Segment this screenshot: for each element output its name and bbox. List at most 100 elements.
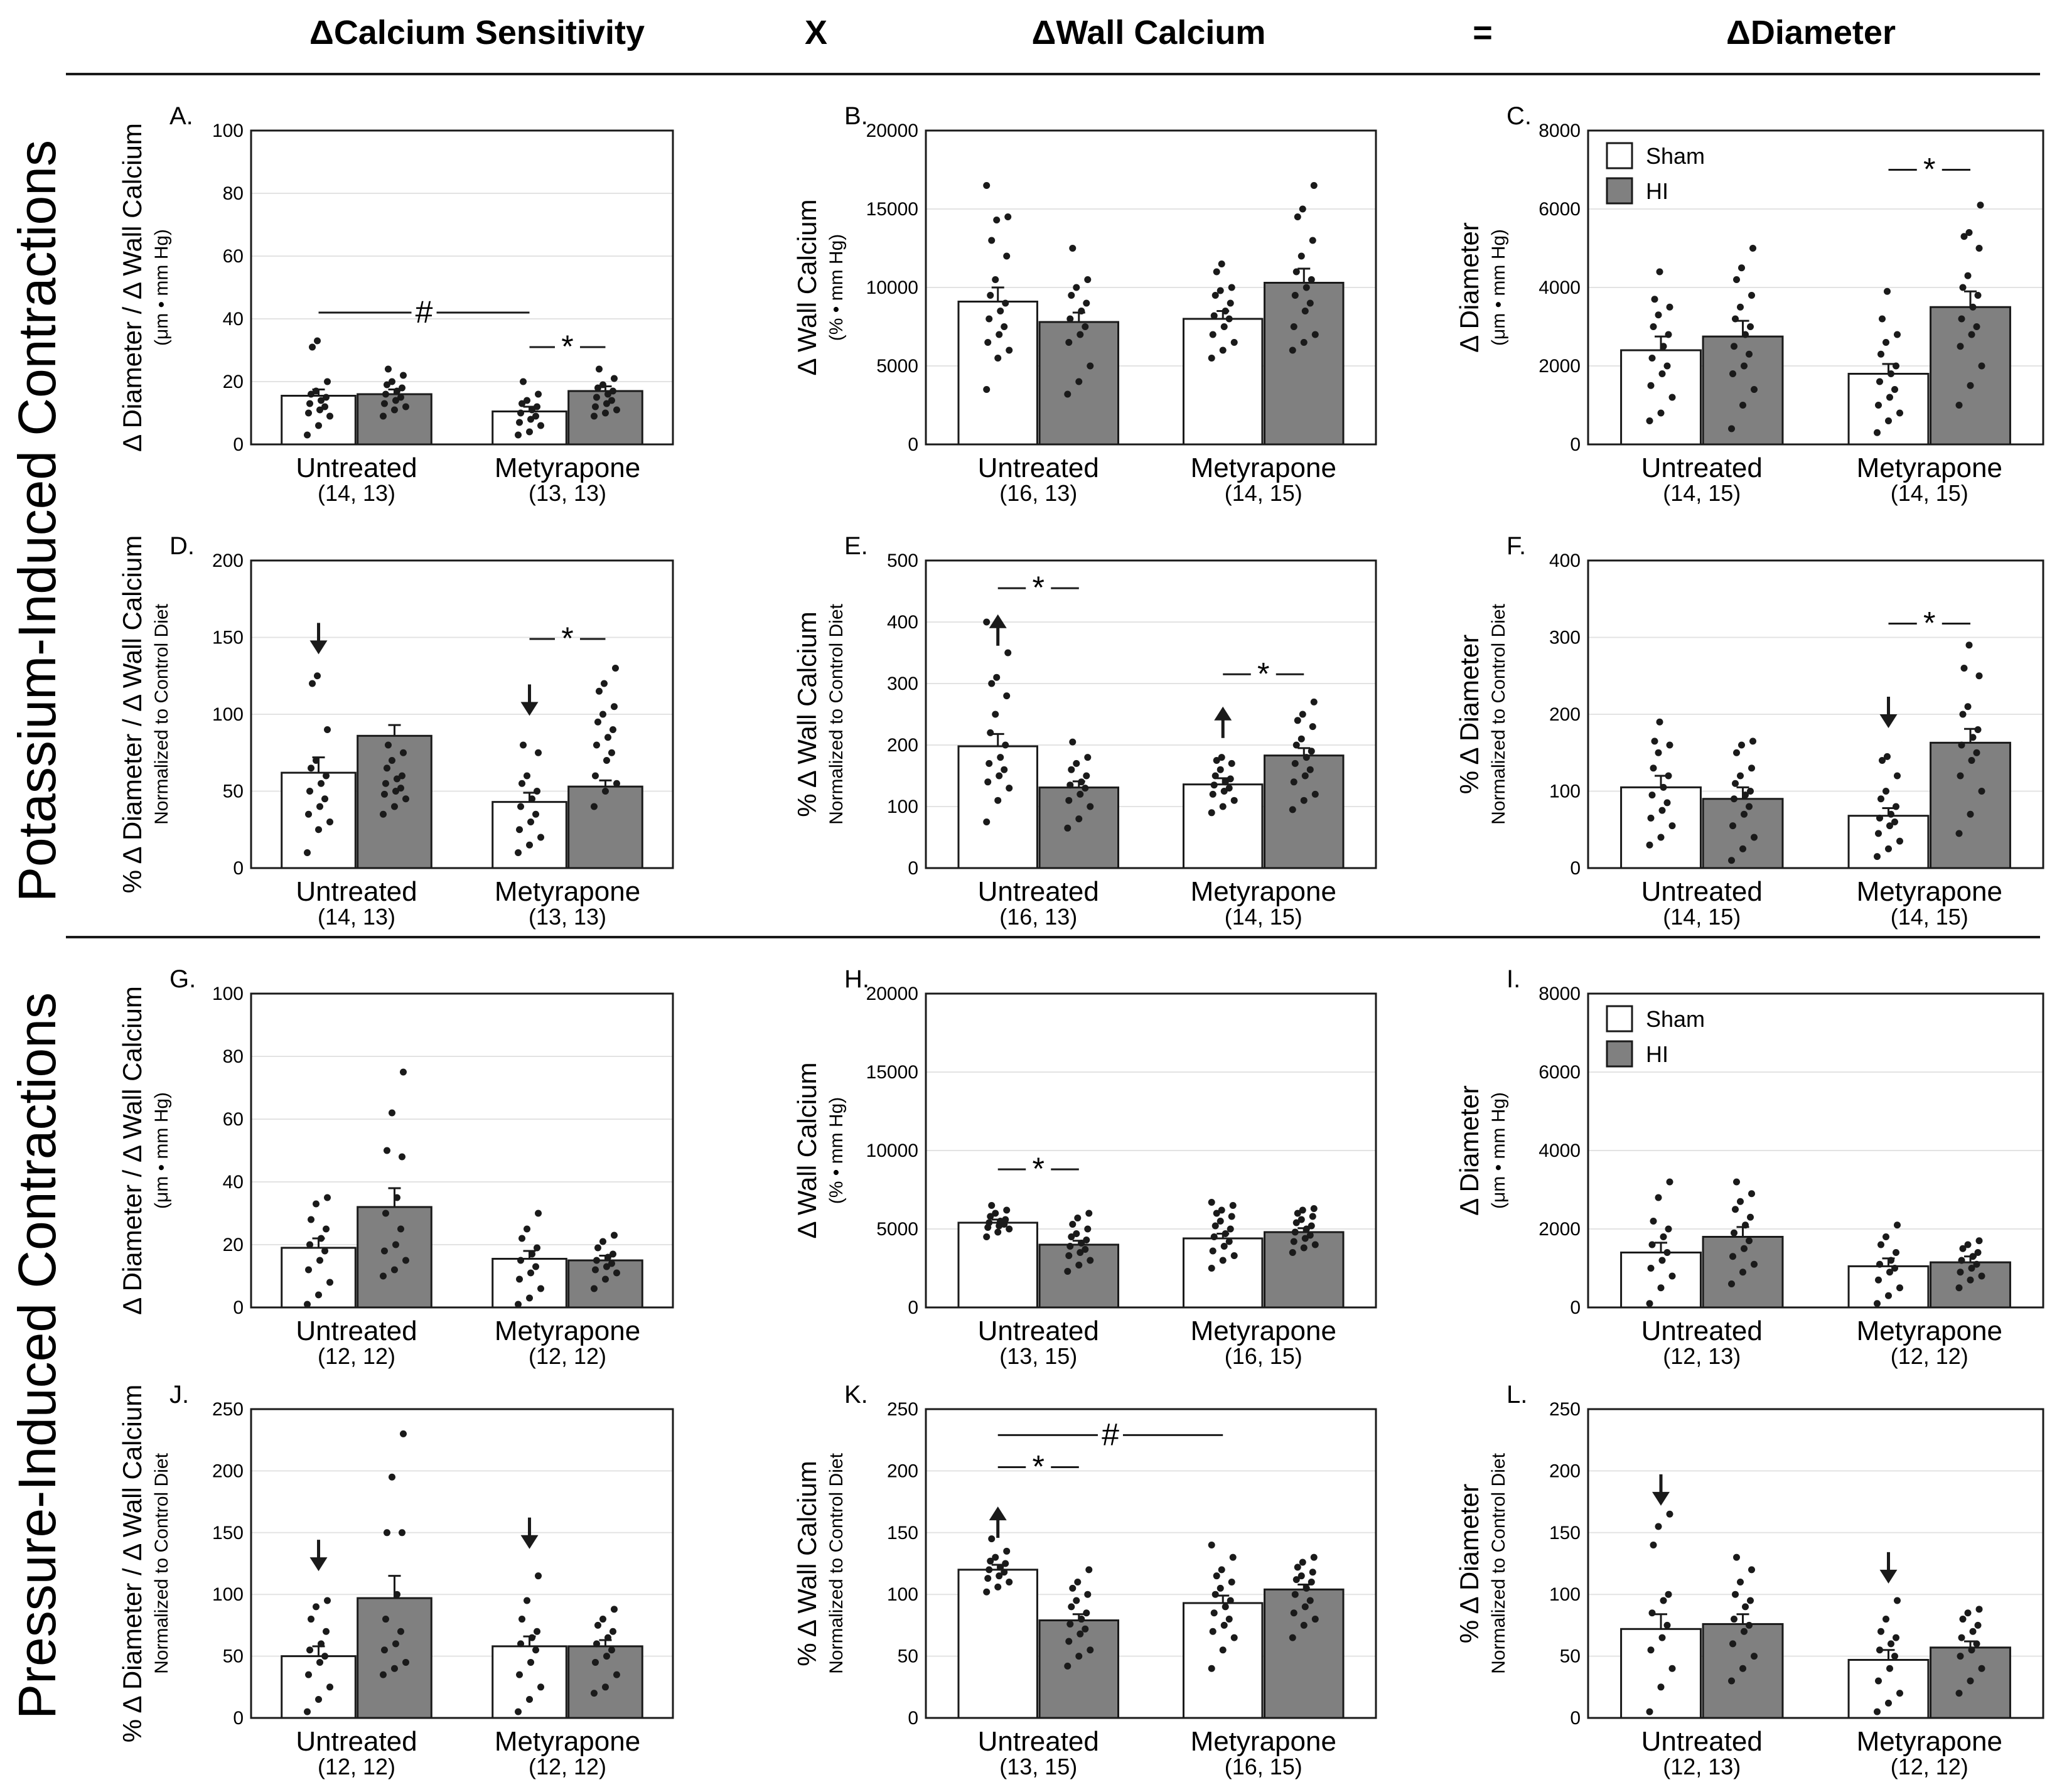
data-point [1227, 1597, 1234, 1604]
data-point [1311, 790, 1319, 798]
data-point [994, 797, 1002, 804]
data-point [397, 1225, 404, 1233]
data-point [529, 1250, 536, 1258]
data-point [308, 390, 315, 398]
data-point [1003, 1547, 1011, 1555]
y-tick-label: 200 [887, 1461, 918, 1481]
y-tick-label: 50 [898, 1646, 918, 1667]
data-point [1884, 287, 1891, 295]
bar-hi [1702, 335, 1784, 446]
n-count-label: (12, 12) [1891, 1343, 1968, 1369]
y-axis-sublabel: Normalized to Control Diet [826, 603, 847, 824]
data-point [1228, 1213, 1235, 1220]
y-tick-label: 20 [223, 372, 244, 392]
category-label: Untreated [296, 453, 417, 483]
row-label-pressure: Pressure-Induced Contractions [8, 992, 67, 1719]
data-point [1742, 1221, 1749, 1229]
data-point [1657, 1683, 1665, 1691]
data-point [595, 365, 603, 373]
category-label: Metyrapone [495, 453, 640, 483]
data-point [398, 1153, 405, 1161]
data-point [1227, 299, 1234, 307]
data-point [1069, 738, 1077, 746]
data-point [1073, 1230, 1080, 1237]
data-point [1894, 1597, 1901, 1604]
data-point [1886, 1665, 1893, 1672]
data-point [1209, 790, 1216, 798]
data-point [1660, 343, 1667, 350]
panel-label: F. [1506, 532, 1526, 560]
data-point [390, 803, 398, 810]
data-point [1746, 803, 1753, 810]
n-count-label: (12, 12) [529, 1754, 606, 1779]
data-point [996, 331, 1003, 338]
data-point [517, 1257, 525, 1264]
data-point [1668, 1665, 1676, 1672]
data-point [515, 849, 522, 856]
n-count-label: (12, 12) [1891, 1754, 1968, 1779]
data-point [997, 754, 1004, 761]
data-point [1751, 386, 1758, 393]
arrow-down-icon [1879, 1569, 1898, 1584]
arrow-down-icon [520, 1535, 539, 1549]
data-point [532, 810, 540, 818]
data-point [309, 343, 316, 351]
data-point [379, 1671, 387, 1678]
data-point [1882, 339, 1889, 346]
data-point [599, 1238, 606, 1245]
data-point [309, 680, 316, 687]
header-equals-sign: = [1473, 14, 1493, 51]
data-point [326, 818, 334, 825]
data-point [1294, 1210, 1301, 1217]
data-point [529, 1634, 536, 1641]
y-tick-label: 50 [223, 1646, 244, 1667]
data-point [1084, 1225, 1092, 1233]
legend-swatch-hi [1606, 1040, 1633, 1068]
data-point [304, 1708, 311, 1715]
y-tick-label: 200 [212, 550, 244, 571]
data-point [379, 412, 387, 420]
data-point [306, 400, 314, 407]
panel-g: 0 20 40 60 80 100 G. Δ Diameter / Δ Wall Calciu… [117, 965, 674, 1369]
data-point [398, 772, 405, 780]
data-point [314, 672, 321, 680]
y-tick-label: 150 [212, 628, 244, 648]
data-point [1665, 331, 1672, 338]
data-point [516, 826, 524, 834]
category-label: Metyrapone [1191, 876, 1336, 907]
data-point [993, 217, 1001, 223]
y-axis-sublabel: (μm • mm Hg) [1488, 1092, 1509, 1209]
y-tick-label: 0 [908, 1297, 918, 1318]
data-point [1737, 772, 1744, 780]
data-point [518, 780, 526, 787]
category-label: Untreated [1641, 876, 1763, 907]
data-point [1213, 1572, 1220, 1580]
category-label: Untreated [1641, 1726, 1763, 1757]
data-point [1658, 1634, 1666, 1641]
data-point [1290, 1609, 1297, 1617]
data-point [1663, 799, 1671, 807]
y-tick-label: 200 [887, 735, 918, 756]
data-point [1220, 1621, 1228, 1629]
bar-hi [357, 1206, 432, 1309]
data-point [1003, 692, 1011, 700]
y-tick-label: 250 [1549, 1399, 1581, 1420]
legend-swatch-sham [1606, 142, 1633, 169]
data-point [1974, 1249, 1982, 1256]
y-axis-sublabel: Normalized to Control Diet [1488, 603, 1509, 824]
data-point [1216, 287, 1224, 294]
panel-label: E. [844, 532, 868, 560]
y-tick-label: 5000 [876, 356, 918, 377]
bar-sham [1620, 1628, 1702, 1719]
y-tick-label: 200 [212, 1461, 244, 1481]
data-point [1085, 1566, 1093, 1574]
y-tick-label: 100 [212, 1584, 244, 1605]
data-point [1309, 237, 1316, 244]
data-point [1300, 797, 1308, 804]
data-point [1967, 810, 1974, 818]
data-point [516, 1275, 524, 1283]
data-point [987, 292, 994, 299]
data-point [313, 757, 320, 764]
y-tick-label: 20 [223, 1235, 244, 1255]
data-point [1082, 1246, 1089, 1253]
